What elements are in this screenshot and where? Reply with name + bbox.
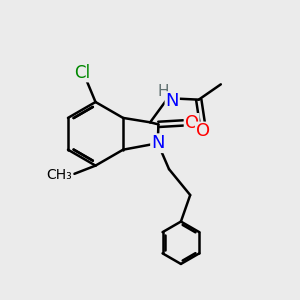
Text: O: O [196, 122, 210, 140]
Text: Cl: Cl [74, 64, 90, 82]
Text: O: O [184, 114, 199, 132]
Text: CH₃: CH₃ [47, 168, 73, 182]
Text: H: H [158, 84, 169, 99]
Text: N: N [151, 134, 165, 152]
Text: N: N [166, 92, 179, 110]
